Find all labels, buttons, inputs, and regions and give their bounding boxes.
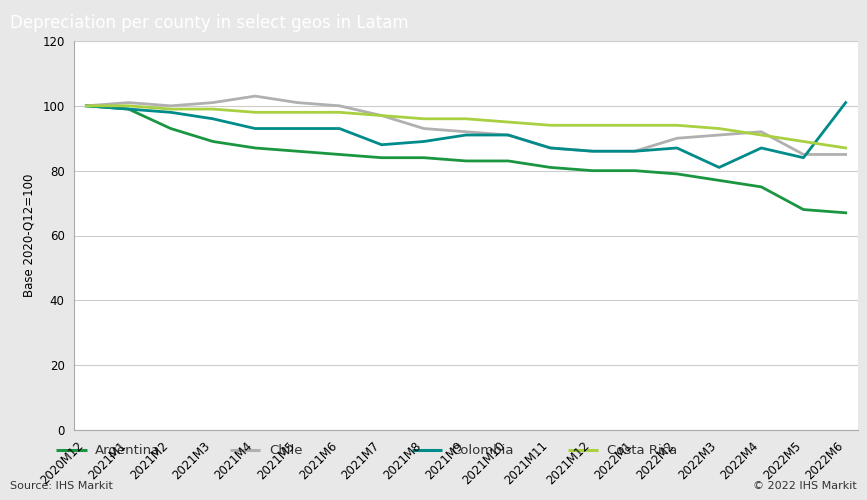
Colombia	[672, 145, 682, 151]
Colombia	[123, 106, 134, 112]
Chile	[250, 93, 260, 99]
Colombia	[376, 142, 387, 148]
Costa Rica	[250, 110, 260, 116]
Chile	[503, 132, 513, 138]
Chile	[461, 129, 472, 135]
Colombia	[250, 126, 260, 132]
Costa Rica	[376, 112, 387, 118]
Costa Rica	[714, 126, 724, 132]
Chile	[123, 100, 134, 105]
Argentina	[587, 168, 597, 173]
Colombia	[545, 145, 556, 151]
Costa Rica	[840, 145, 851, 151]
Colombia	[799, 154, 809, 160]
Colombia	[419, 138, 429, 144]
Argentina	[629, 168, 640, 173]
Colombia	[629, 148, 640, 154]
Costa Rica	[81, 103, 92, 109]
Colombia	[461, 132, 472, 138]
Text: Costa Rica: Costa Rica	[607, 444, 677, 457]
Line: Costa Rica: Costa Rica	[87, 106, 845, 148]
Argentina	[419, 154, 429, 160]
Chile	[714, 132, 724, 138]
Line: Chile: Chile	[87, 96, 845, 154]
Costa Rica	[461, 116, 472, 122]
Costa Rica	[208, 106, 218, 112]
Argentina	[208, 138, 218, 144]
Colombia	[166, 110, 176, 116]
Chile	[376, 112, 387, 118]
Colombia	[81, 103, 92, 109]
Chile	[292, 100, 303, 105]
Costa Rica	[123, 103, 134, 109]
Colombia	[335, 126, 345, 132]
Argentina	[292, 148, 303, 154]
Argentina	[545, 164, 556, 170]
Colombia	[714, 164, 724, 170]
Argentina	[461, 158, 472, 164]
Chile	[587, 148, 597, 154]
Colombia	[587, 148, 597, 154]
Text: © 2022 IHS Markit: © 2022 IHS Markit	[753, 481, 857, 491]
Chile	[799, 152, 809, 158]
Chile	[756, 129, 766, 135]
Argentina	[123, 106, 134, 112]
Argentina	[376, 154, 387, 160]
Text: Source: IHS Markit: Source: IHS Markit	[10, 481, 114, 491]
Costa Rica	[672, 122, 682, 128]
Costa Rica	[503, 119, 513, 125]
Costa Rica	[335, 110, 345, 116]
Colombia	[756, 145, 766, 151]
Argentina	[335, 152, 345, 158]
Chile	[419, 126, 429, 132]
Chile	[545, 145, 556, 151]
Costa Rica	[419, 116, 429, 122]
Argentina	[250, 145, 260, 151]
Chile	[166, 103, 176, 109]
Line: Colombia: Colombia	[87, 102, 845, 168]
Costa Rica	[292, 110, 303, 116]
Text: Colombia: Colombia	[451, 444, 513, 457]
Text: Depreciation per county in select geos in Latam: Depreciation per county in select geos i…	[10, 14, 409, 32]
Costa Rica	[587, 122, 597, 128]
Argentina	[503, 158, 513, 164]
Argentina	[799, 206, 809, 212]
Argentina	[81, 103, 92, 109]
Y-axis label: Base 2020-Q12=100: Base 2020-Q12=100	[23, 174, 36, 297]
Argentina	[714, 178, 724, 184]
Costa Rica	[799, 138, 809, 144]
Chile	[208, 100, 218, 105]
Argentina	[166, 126, 176, 132]
Chile	[672, 135, 682, 141]
Costa Rica	[629, 122, 640, 128]
Line: Argentina: Argentina	[87, 106, 845, 213]
Costa Rica	[545, 122, 556, 128]
Costa Rica	[756, 132, 766, 138]
Argentina	[840, 210, 851, 216]
Chile	[840, 152, 851, 158]
Costa Rica	[166, 106, 176, 112]
Argentina	[756, 184, 766, 190]
Text: Argentina: Argentina	[95, 444, 160, 457]
Chile	[335, 103, 345, 109]
Colombia	[292, 126, 303, 132]
Text: Chile: Chile	[269, 444, 303, 457]
Chile	[629, 148, 640, 154]
Colombia	[503, 132, 513, 138]
Chile	[81, 103, 92, 109]
Colombia	[840, 100, 851, 105]
Colombia	[208, 116, 218, 122]
Argentina	[672, 171, 682, 177]
